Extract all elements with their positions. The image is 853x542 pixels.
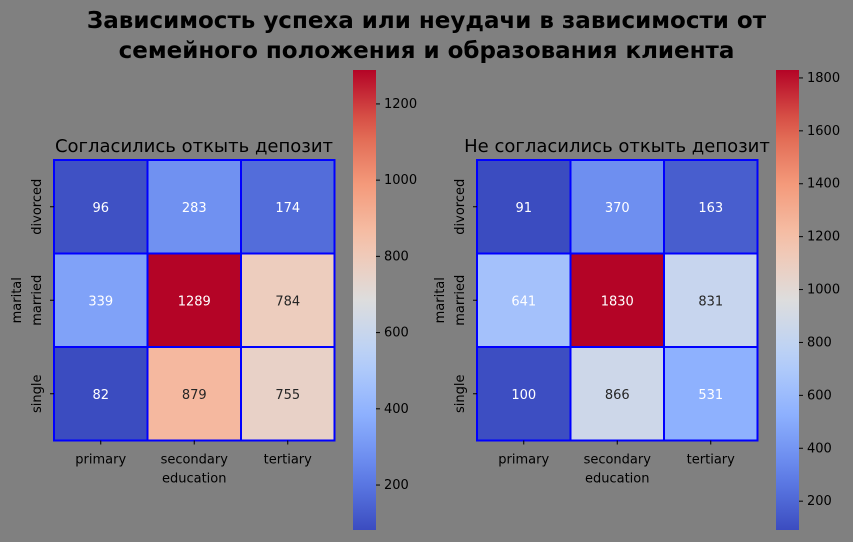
cell-value-label: 831	[698, 294, 723, 309]
colorbar	[353, 70, 376, 530]
x-tick-label: secondary	[584, 453, 652, 468]
cell-value-label: 370	[605, 201, 630, 216]
cell-value-label: 755	[275, 388, 300, 403]
cell-value-label: 1289	[178, 294, 211, 309]
cell-value-label: 174	[275, 201, 300, 216]
colorbar-tick-label: 200	[384, 478, 409, 493]
colorbar-tick-label: 1000	[807, 283, 840, 298]
y-axis-label: marital	[433, 277, 448, 323]
colorbar-tick-label: 1400	[807, 177, 840, 192]
colorbar-tick-label: 600	[807, 388, 832, 403]
x-tick-label: tertiary	[687, 453, 735, 468]
heatmap-cell	[663, 252, 759, 348]
cell-value-label: 163	[698, 201, 723, 216]
colorbar-tick-label: 1800	[807, 71, 840, 86]
heatmap-panel-2: Не согласились откыть депозит 91 370 163 641…	[433, 70, 840, 530]
x-axis-label: education	[585, 472, 650, 487]
cell-value-label: 531	[698, 388, 723, 403]
x-tick-label: tertiary	[264, 453, 312, 468]
cell-value-label: 100	[511, 388, 536, 403]
x-tick-label: primary	[498, 453, 549, 468]
colorbar-tick-label: 200	[807, 494, 832, 509]
y-axis-label: marital	[10, 277, 25, 323]
cell-value-label: 283	[182, 201, 207, 216]
heatmap-cell	[476, 252, 572, 348]
colorbar-tick-label: 400	[384, 402, 409, 417]
colorbar-tick-label: 800	[384, 249, 409, 264]
cell-value-label: 1830	[601, 294, 634, 309]
colorbar-tick-label: 1000	[384, 173, 417, 188]
heatmap-cell	[476, 346, 572, 442]
colorbar-tick-label: 600	[384, 326, 409, 341]
colorbar	[776, 70, 799, 530]
cell-value-label: 91	[515, 201, 532, 216]
heatmap-cell	[663, 346, 759, 442]
colorbar-tick-label: 1600	[807, 124, 840, 139]
suptitle-line-1: Зависимость успеха или неудачи в зависим…	[86, 8, 767, 34]
cell-value-label: 641	[511, 294, 536, 309]
colorbar-tick-label: 1200	[384, 97, 417, 112]
x-tick-label: secondary	[161, 453, 229, 468]
colorbar-tick-label: 400	[807, 441, 832, 456]
y-tick-label: single	[453, 375, 468, 414]
heatmap-cell	[240, 252, 336, 348]
cell-value-label: 784	[275, 294, 300, 309]
colorbar-tick-label: 1200	[807, 230, 840, 245]
heatmap-cell	[146, 346, 242, 442]
cell-value-label: 339	[88, 294, 113, 309]
colorbar-tick-label: 800	[807, 335, 832, 350]
cell-value-label: 96	[92, 201, 109, 216]
x-axis-label: education	[162, 472, 227, 487]
y-tick-label: married	[453, 275, 468, 326]
figure-suptitle: Зависимость успеха или неудачи в зависим…	[0, 6, 853, 66]
y-tick-label: married	[30, 275, 45, 326]
y-tick-label: divorced	[30, 179, 45, 235]
cell-value-label: 866	[605, 388, 630, 403]
y-tick-label: divorced	[453, 179, 468, 235]
panel-title: Не согласились откыть депозит	[464, 136, 770, 157]
heatmap-panel-1: Согласились откыть депозит 96 283 174 339 128…	[10, 70, 417, 530]
heatmap-cell	[240, 159, 336, 255]
heatmap-cell	[146, 252, 242, 348]
y-tick-label: single	[30, 375, 45, 414]
panel-title: Согласились откыть депозит	[55, 136, 333, 157]
cell-value-label: 879	[182, 388, 207, 403]
cell-value-label: 82	[92, 388, 109, 403]
heatmap-cell	[569, 346, 665, 442]
heatmap-cell	[53, 346, 149, 442]
heatmap-cell	[53, 252, 149, 348]
heatmap-cell	[569, 252, 665, 348]
suptitle-line-2: семейного положения и образования клиент…	[118, 38, 735, 64]
heatmap-cell	[663, 159, 759, 255]
x-tick-label: primary	[75, 453, 126, 468]
